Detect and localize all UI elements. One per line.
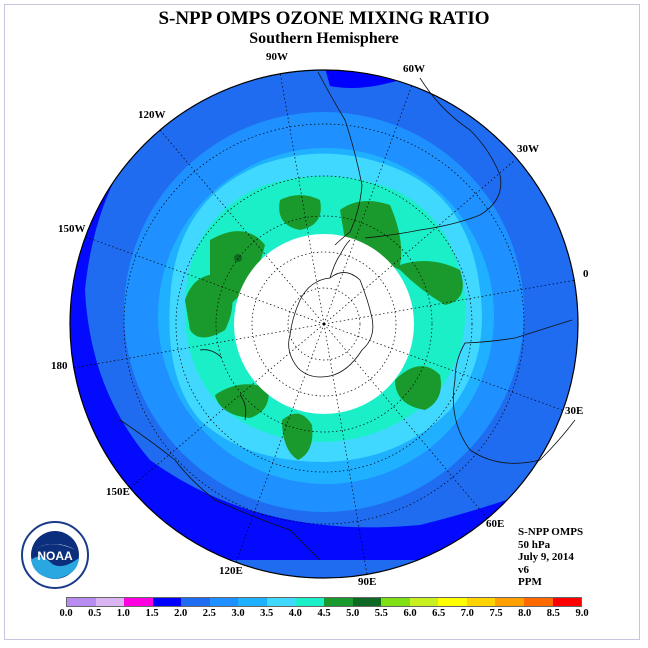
lon-label-30w: 30W [517,143,539,155]
colorbar-tick-label: 7.5 [489,608,503,619]
lon-label-90w: 90W [266,51,288,63]
colorbar-segment [238,598,267,606]
colorbar-segment [95,598,125,606]
map-boundary [69,69,579,579]
colorbar-tick-label: 2.0 [174,608,188,619]
colorbar-tick-label: 1.0 [116,608,130,619]
field-4-5-e [395,366,441,410]
new-zealand [199,349,247,421]
info-units: PPM [518,576,542,588]
colorbar-segment [524,598,553,606]
colorbar-segment [438,598,467,606]
colorbar-segment [209,598,239,606]
colorbar-segment [266,598,296,606]
australia-coast [119,419,321,561]
info-level: 50 hPa [518,538,551,551]
colorbar-segment [409,598,439,606]
lon-label-120w: 120W [138,109,166,121]
noaa-logo-text: NOAA [37,549,73,563]
colorbar-segment [295,598,325,606]
field-4-5-g [282,413,313,460]
colorbar-tick-label: 6.5 [432,608,446,619]
lon-label-0: 0 [583,268,589,280]
page-title: S-NPP OMPS OZONE MIXING RATIO [158,8,490,29]
colorbar-tick-label: 4.0 [288,608,302,619]
dataset-info: S-NPP OMPS 50 hPa July 9, 2014 v6 PPM [518,526,583,589]
info-version: v6 [518,563,529,576]
colorbar-ticks: 0.0 0.5 1.0 1.5 2.0 2.5 3.0 3.5 4.0 4.5 5.0 5.5 6.0 6… [0,608,648,624]
field-4-5-c [279,195,321,230]
colorbar-tick-label: 8.0 [518,608,532,619]
colorbar-segment [152,598,182,606]
colorbar-segment [495,598,524,606]
colorbar-segment [324,598,353,606]
lon-label-180: 180 [51,360,68,372]
south-america-east [364,77,502,239]
colorbar-tick-label: 4.5 [317,608,331,619]
field-4-5-b [185,274,233,338]
antarctic-peninsula [329,239,351,279]
colorbar-segment [67,598,96,606]
africa-coast [452,319,576,464]
colorbar-tick-label: 1.5 [145,608,159,619]
colorbar-tick-label: 5.5 [374,608,388,619]
info-instrument: S-NPP OMPS [518,526,584,538]
colorbar-segment [181,598,210,606]
antarctica-coast [288,272,374,378]
page-subtitle: Southern Hemisphere [249,30,399,47]
south-america-coast [317,71,363,246]
lon-label-150e: 150E [106,486,130,498]
colorbar-segment [352,598,382,606]
lon-label-60w: 60W [403,63,425,75]
field-4-5-f [215,384,269,418]
colorbar-segment [552,598,582,606]
colorbar-tick-label: 5.0 [346,608,360,619]
colorbar-segment [124,598,153,606]
lon-label-90e: 90E [358,576,377,588]
colorbar-segment [381,598,410,606]
lon-label-120e: 120E [219,565,243,577]
colorbar-tick-label: 9.0 [575,608,589,619]
colorbar-tick-label: 2.5 [202,608,216,619]
info-date: July 9, 2014 [518,551,574,563]
south-pole-marker [322,322,326,326]
colorbar-tick-label: 0.0 [59,608,73,619]
graticule [72,71,577,575]
colorbar-segment [466,598,496,606]
colorbar-tick-label: 3.5 [260,608,274,619]
colorbar-tick-label: 0.5 [88,608,102,619]
noaa-logo: NOAA [21,521,89,589]
field-5-0-spot [234,254,242,262]
colorbar-tick-label: 7.0 [460,608,474,619]
colorbar-tick-label: 3.0 [231,608,245,619]
lon-label-60e: 60E [486,518,505,530]
lon-label-150w: 150W [58,223,86,235]
coastlines [119,71,576,561]
colorbar [66,597,582,607]
colorbar-tick-label: 6.0 [403,608,417,619]
colorbar-tick-label: 8.5 [546,608,560,619]
lon-label-30e: 30E [565,405,584,417]
